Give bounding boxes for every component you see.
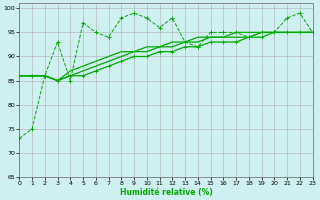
X-axis label: Humidité relative (%): Humidité relative (%) (120, 188, 212, 197)
